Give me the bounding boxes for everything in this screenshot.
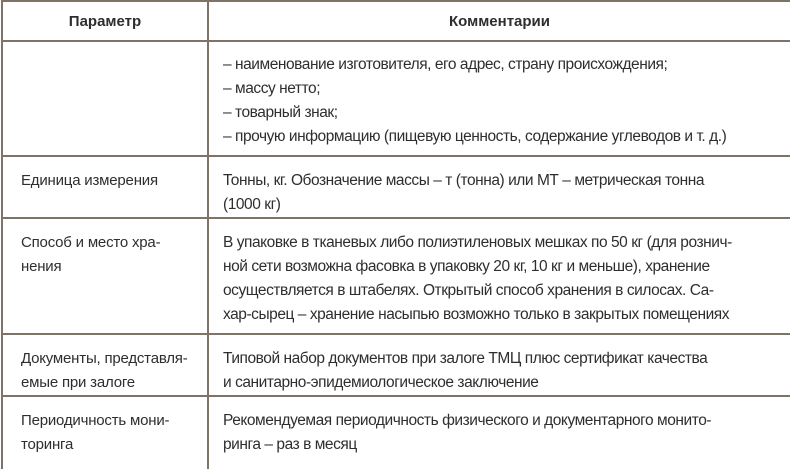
param-cell: Документы, представля-емые при залоге <box>1 333 209 397</box>
header-param: Параметр <box>1 0 209 42</box>
text-line: хар-сырец – хранение насыпью возможно то… <box>223 306 730 323</box>
text-line: емые при залоге <box>21 374 135 391</box>
table-header-row: Параметр Комментарии <box>1 0 790 42</box>
param-cell: Периодичность мони-торинга <box>1 395 209 469</box>
text-line: – массу нетто; <box>223 80 321 97</box>
text-line: (1000 кг) <box>223 196 281 213</box>
text-line: Тонны, кг. Обозначение массы – т (тонна)… <box>223 172 704 189</box>
text-line: ной сети возможна фасовка в упаковку 20 … <box>223 258 710 275</box>
table-row: Единица измерения Тонны, кг. Обозначение … <box>1 155 790 219</box>
text-line: Единица измерения <box>21 172 158 189</box>
text-line: ринга – раз в месяц <box>223 436 357 453</box>
text-line: – товарный знак; <box>223 104 338 121</box>
param-cell <box>1 40 209 157</box>
text-line: Способ и место хра- <box>21 234 161 251</box>
text-line: Документы, представля- <box>21 350 188 367</box>
param-cell: Способ и место хра-нения <box>1 217 209 335</box>
table-row: – наименование изготовителя, его адрес, … <box>1 40 790 157</box>
comment-cell: В упаковке в тканевых либо полиэтиленовы… <box>207 217 790 335</box>
table-row: Документы, представля-емые при залоге Тип… <box>1 333 790 397</box>
text-line: и санитарно-эпидемиологическое заключени… <box>223 374 539 391</box>
text-line: – наименование изготовителя, его адрес, … <box>223 56 668 73</box>
comment-cell: Рекомендуемая периодичность физического … <box>207 395 790 469</box>
text-line: В упаковке в тканевых либо полиэтиленовы… <box>223 234 732 251</box>
text-line: Типовой набор документов при залоге ТМЦ … <box>223 350 708 367</box>
text-line: торинга <box>21 436 74 453</box>
comment-cell: – наименование изготовителя, его адрес, … <box>207 40 790 157</box>
text-line: Периодичность мони- <box>21 412 170 429</box>
comment-cell: Тонны, кг. Обозначение массы – т (тонна)… <box>207 155 790 219</box>
header-comment: Комментарии <box>207 0 790 42</box>
table-row: Периодичность мони-торинга Рекомендуемая … <box>1 395 790 469</box>
table-row: Способ и место хра-нения В упаковке в тка… <box>1 217 790 335</box>
text-line: Рекомендуемая периодичность физического … <box>223 412 712 429</box>
comment-cell: Типовой набор документов при залоге ТМЦ … <box>207 333 790 397</box>
text-line: – прочую информацию (пищевую ценность, с… <box>223 128 727 145</box>
text-line: нения <box>21 258 62 275</box>
text-line: осуществляется в штабелях. Открытый спос… <box>223 282 714 299</box>
param-cell: Единица измерения <box>1 155 209 219</box>
